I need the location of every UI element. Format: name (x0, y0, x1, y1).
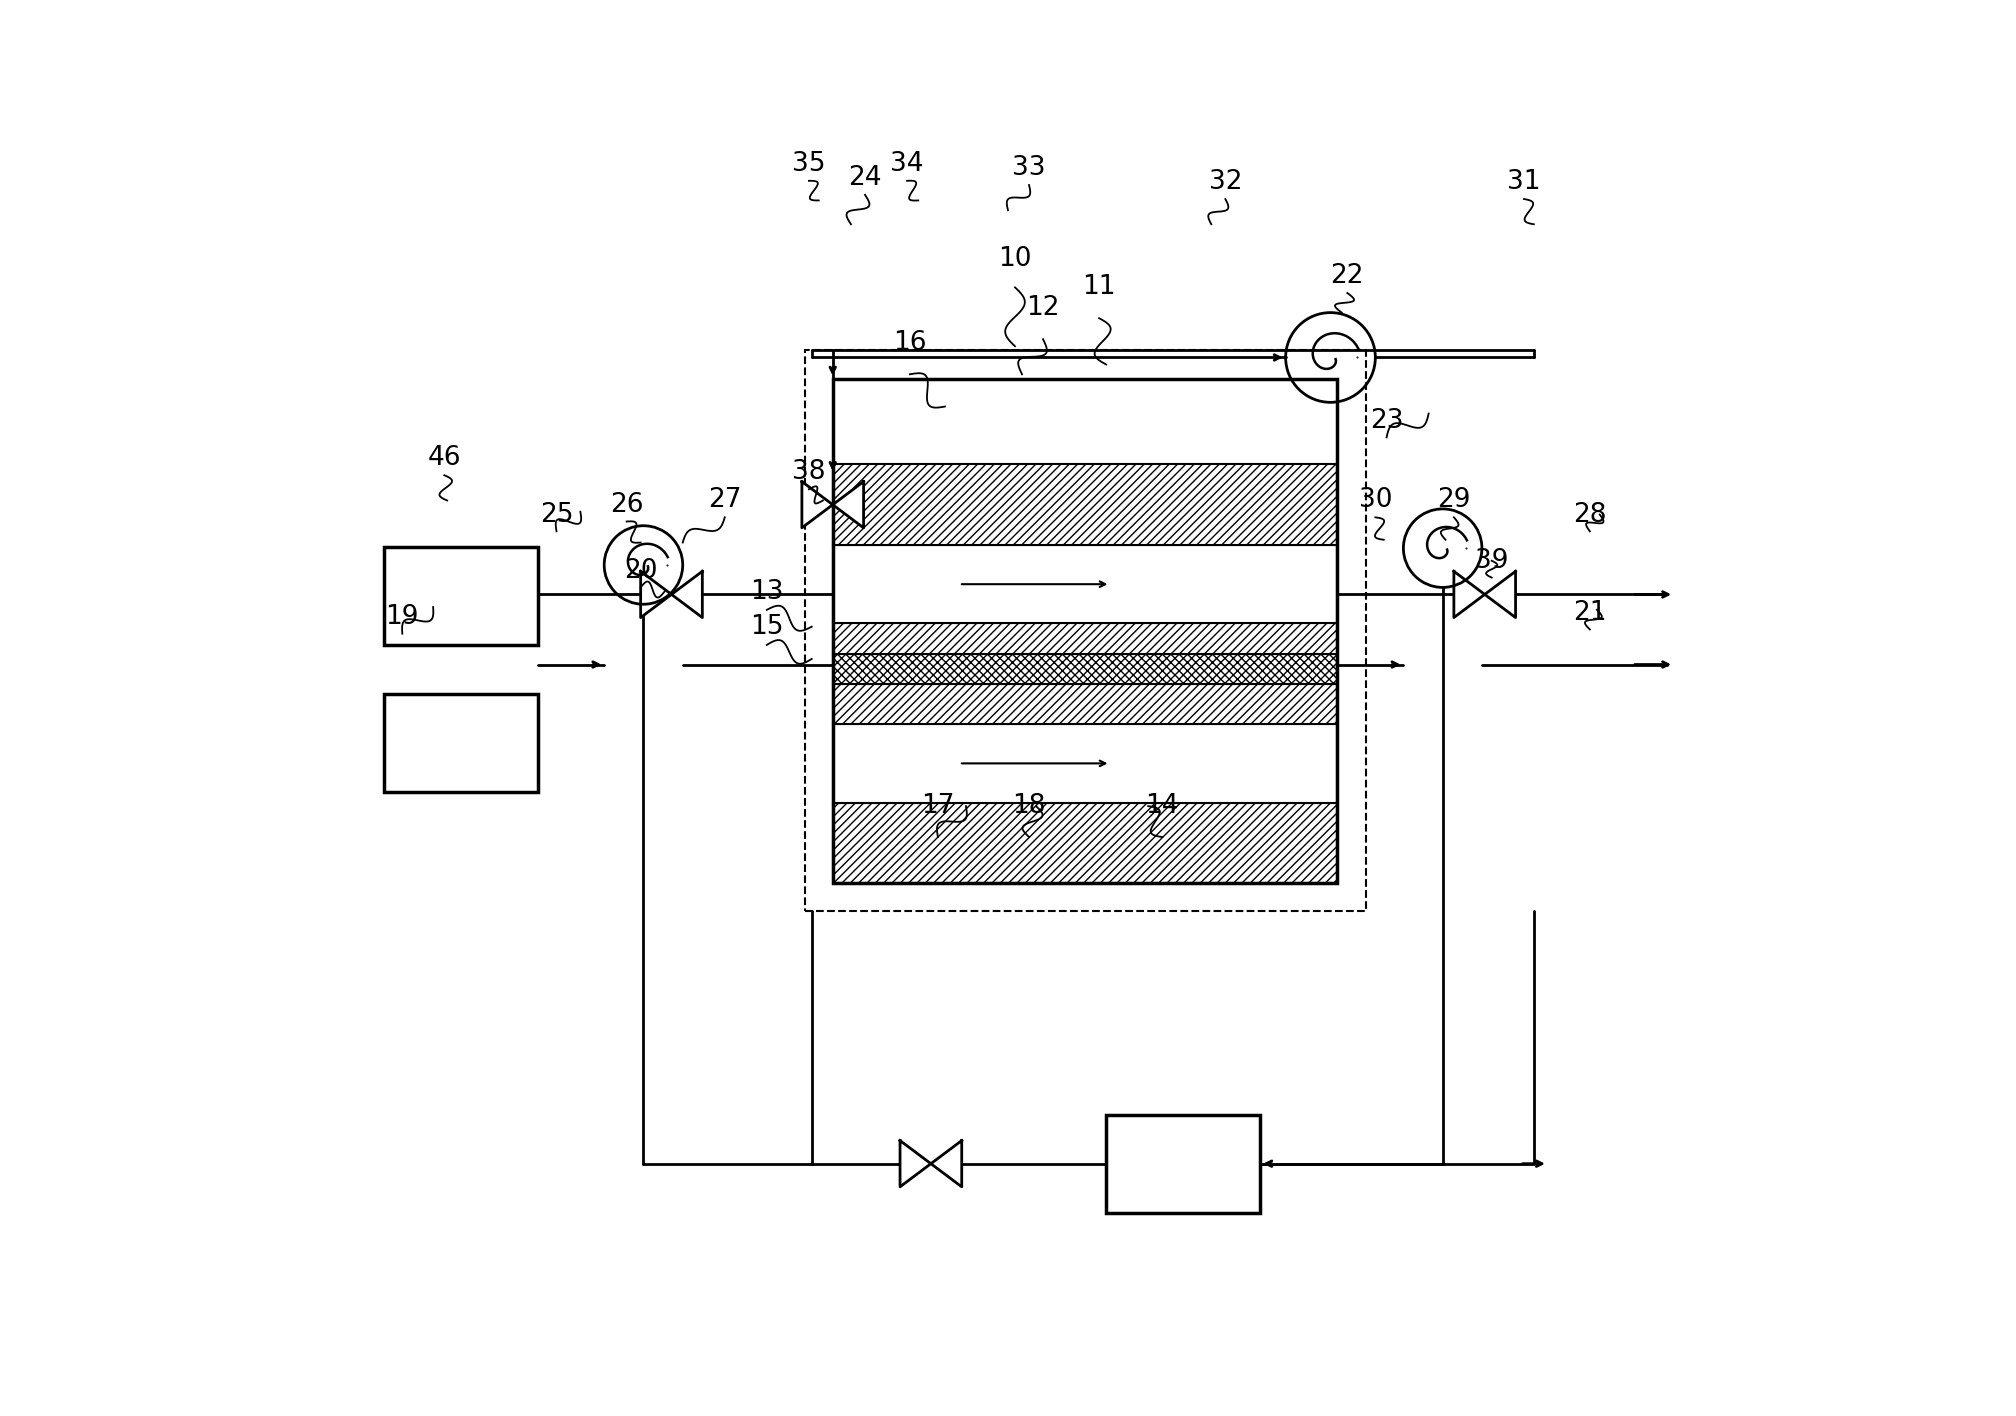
Text: 32: 32 (1208, 169, 1242, 195)
Polygon shape (1454, 571, 1484, 617)
Text: 33: 33 (1012, 156, 1046, 181)
Bar (833, 654, 1337, 684)
Bar (804, 351, 1365, 912)
Polygon shape (802, 481, 833, 528)
Polygon shape (641, 571, 671, 617)
Polygon shape (931, 1140, 962, 1187)
Text: 13: 13 (750, 579, 784, 605)
Text: 38: 38 (792, 459, 827, 486)
Text: 20: 20 (623, 558, 657, 583)
Text: 14: 14 (1145, 793, 1179, 818)
Text: 22: 22 (1331, 263, 1365, 289)
Text: 12: 12 (1026, 296, 1060, 321)
Bar (833, 623, 1337, 654)
Text: 35: 35 (792, 152, 827, 177)
Polygon shape (833, 481, 863, 528)
Text: 17: 17 (921, 793, 956, 818)
Text: 19: 19 (385, 603, 419, 630)
Bar (385, 547, 538, 644)
Text: 16: 16 (893, 330, 927, 357)
Text: 21: 21 (1572, 599, 1607, 626)
Bar (1107, 1114, 1260, 1212)
Polygon shape (1484, 571, 1516, 617)
Bar (833, 464, 1337, 545)
Polygon shape (899, 1140, 931, 1187)
Text: 34: 34 (891, 152, 923, 177)
Bar (833, 545, 1337, 623)
Text: 39: 39 (1476, 548, 1508, 573)
Bar (833, 803, 1337, 884)
Text: 46: 46 (427, 446, 462, 472)
Text: 25: 25 (540, 501, 573, 528)
Text: 15: 15 (750, 613, 784, 640)
Text: 24: 24 (849, 166, 881, 191)
Bar (833, 378, 1337, 884)
Text: 30: 30 (1359, 487, 1393, 514)
Text: 31: 31 (1508, 169, 1540, 195)
Text: 10: 10 (998, 246, 1032, 272)
Bar (833, 724, 1337, 803)
Text: 27: 27 (708, 487, 742, 514)
Bar (833, 684, 1337, 724)
Text: 11: 11 (1083, 275, 1117, 300)
Bar (385, 694, 538, 792)
Polygon shape (671, 571, 702, 617)
Text: 29: 29 (1437, 487, 1470, 514)
Text: 23: 23 (1369, 408, 1403, 433)
Text: 18: 18 (1012, 793, 1046, 818)
Text: 28: 28 (1572, 501, 1607, 528)
Text: 26: 26 (611, 491, 643, 518)
